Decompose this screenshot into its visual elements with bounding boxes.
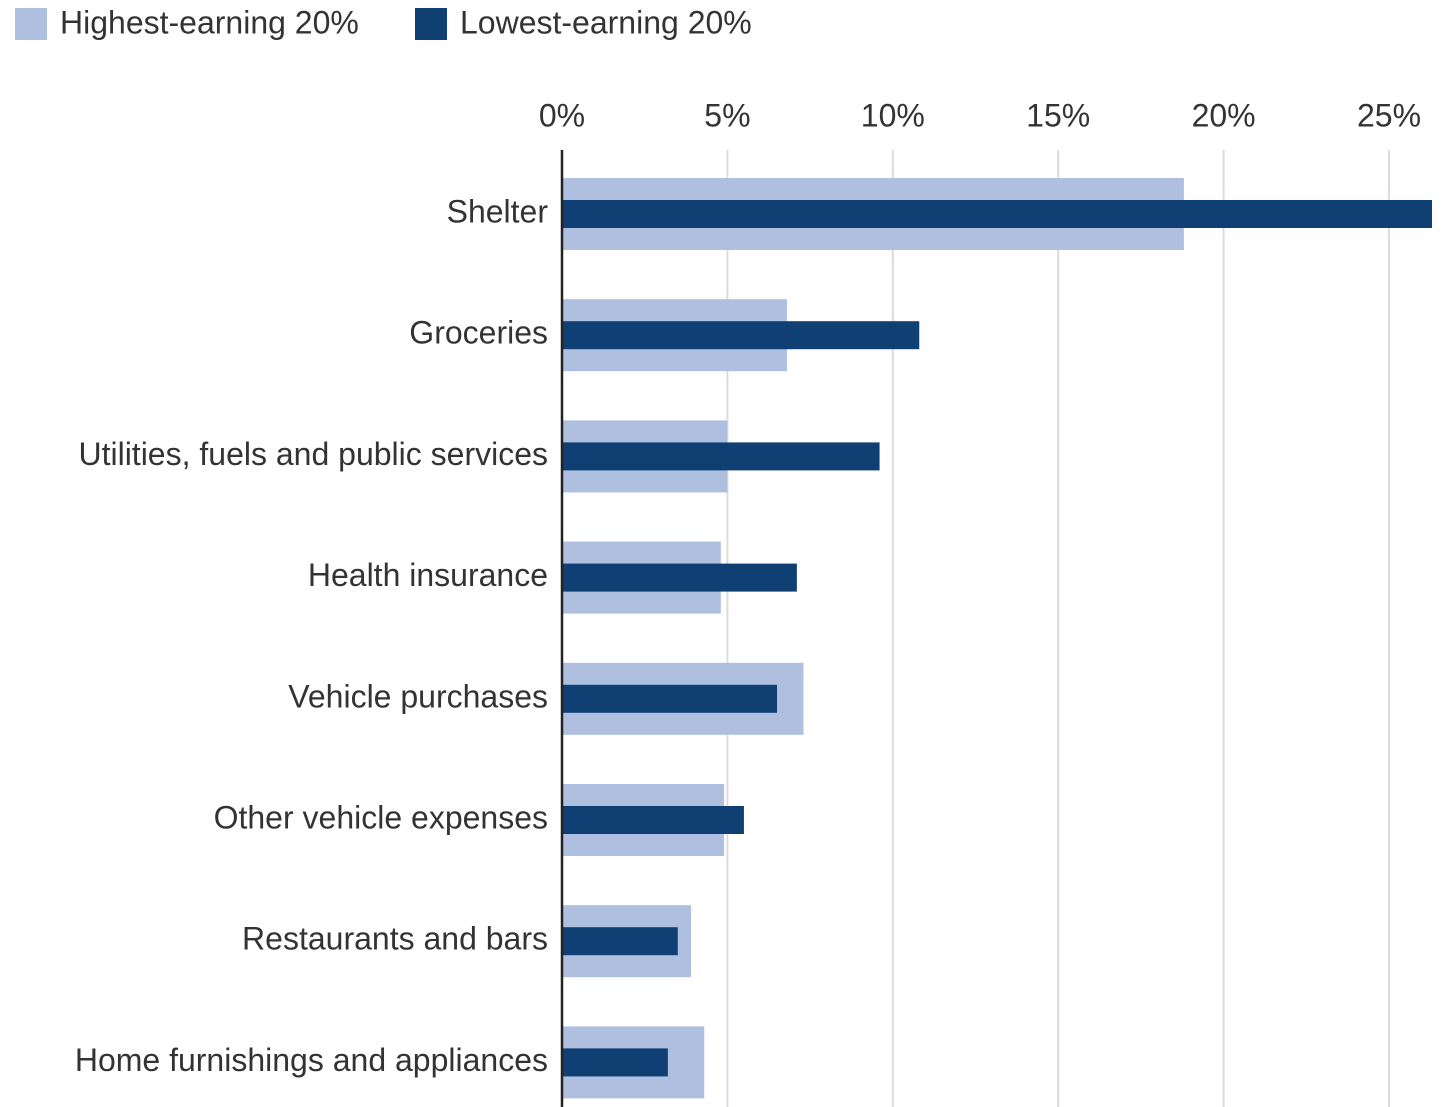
bar bbox=[562, 684, 778, 713]
bar bbox=[562, 442, 880, 471]
bar bbox=[562, 321, 920, 350]
category-label: Other vehicle expenses bbox=[214, 799, 548, 835]
bar bbox=[562, 927, 678, 956]
x-tick-label: 25% bbox=[1357, 97, 1421, 133]
category-label: Groceries bbox=[409, 315, 548, 351]
x-tick-label: 15% bbox=[1026, 97, 1090, 133]
legend-label: Highest-earning 20% bbox=[60, 4, 359, 40]
bar bbox=[562, 1048, 668, 1077]
category-label: Health insurance bbox=[308, 557, 548, 593]
x-tick-label: 0% bbox=[539, 97, 585, 133]
category-label: Shelter bbox=[447, 193, 549, 229]
category-label: Utilities, fuels and public services bbox=[78, 436, 548, 472]
category-label: Vehicle purchases bbox=[288, 678, 548, 714]
bar bbox=[562, 806, 744, 834]
legend-swatch bbox=[415, 8, 447, 40]
bar bbox=[562, 563, 797, 592]
category-label: Restaurants and bars bbox=[242, 921, 548, 957]
x-tick-label: 10% bbox=[861, 97, 925, 133]
legend-swatch bbox=[15, 8, 47, 40]
x-tick-label: 5% bbox=[704, 97, 750, 133]
legend-label: Lowest-earning 20% bbox=[460, 4, 752, 40]
bar bbox=[562, 200, 1432, 228]
x-tick-label: 20% bbox=[1192, 97, 1256, 133]
category-label: Home furnishings and appliances bbox=[75, 1042, 548, 1078]
